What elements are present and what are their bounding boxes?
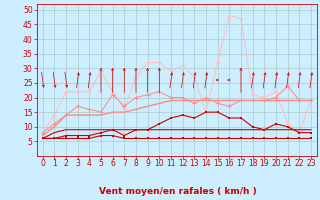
Text: Vent moyen/en rafales ( km/h ): Vent moyen/en rafales ( km/h ) xyxy=(99,187,256,196)
